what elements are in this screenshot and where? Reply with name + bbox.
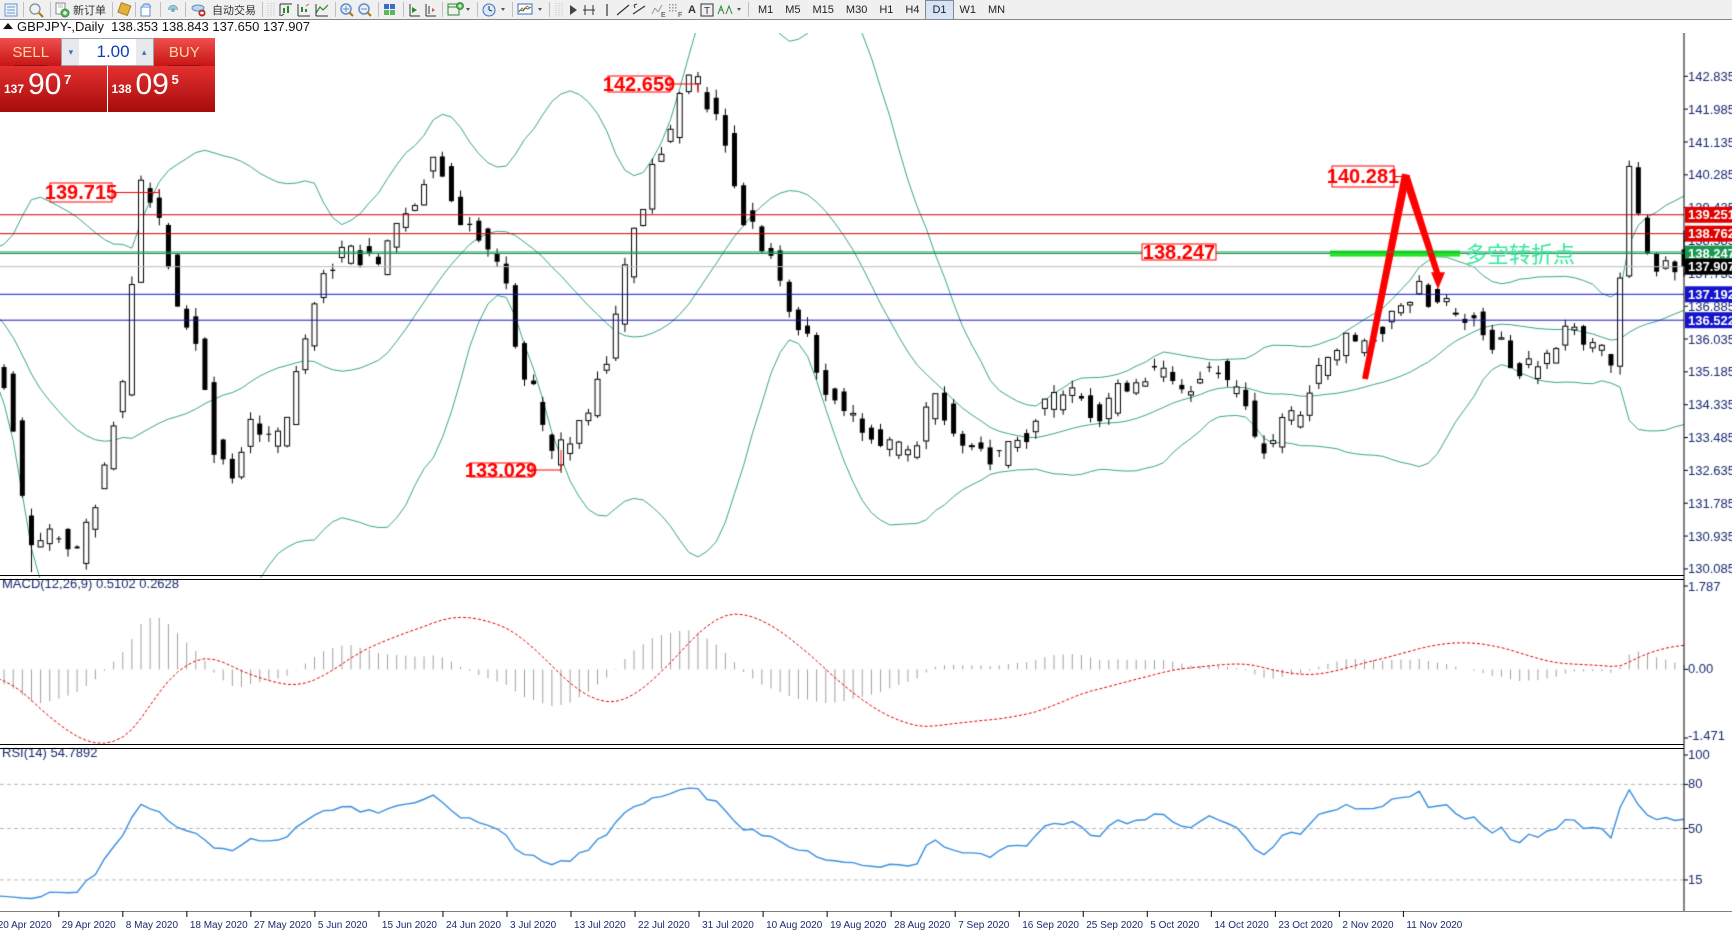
svg-text:E: E [661,12,666,18]
svg-text:T: T [704,6,710,17]
svg-text:F: F [678,12,682,18]
